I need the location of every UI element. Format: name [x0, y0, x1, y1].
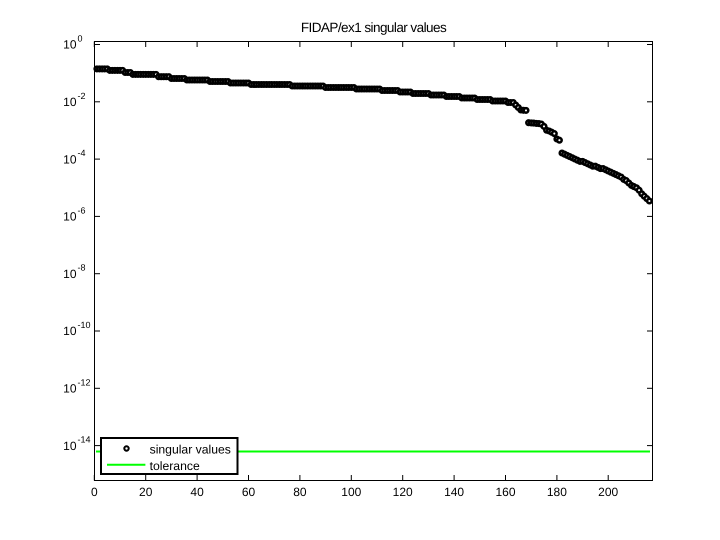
svg-text:10: 10 [63, 38, 77, 52]
svg-text:40: 40 [190, 485, 204, 499]
svg-text:100: 100 [341, 485, 361, 499]
svg-text:-14: -14 [78, 435, 91, 445]
svg-text:FIDAP/ex1 singular values: FIDAP/ex1 singular values [301, 20, 447, 35]
svg-text:0: 0 [78, 34, 83, 44]
svg-text:10: 10 [63, 152, 77, 166]
svg-text:0: 0 [91, 485, 98, 499]
svg-text:-4: -4 [78, 148, 86, 158]
svg-text:80: 80 [293, 485, 307, 499]
svg-text:-10: -10 [78, 320, 91, 330]
svg-text:-12: -12 [78, 377, 91, 387]
svg-text:200: 200 [598, 485, 618, 499]
svg-text:-8: -8 [78, 263, 86, 273]
svg-text:10: 10 [63, 95, 77, 109]
svg-text:20: 20 [139, 485, 153, 499]
svg-text:10: 10 [63, 382, 77, 396]
svg-text:10: 10 [63, 267, 77, 281]
svg-text:10: 10 [63, 439, 77, 453]
svg-text:180: 180 [547, 485, 567, 499]
svg-text:-2: -2 [78, 91, 86, 101]
svg-text:120: 120 [393, 485, 413, 499]
svg-text:140: 140 [444, 485, 464, 499]
svg-text:singular values: singular values [150, 443, 231, 457]
svg-text:tolerance: tolerance [150, 459, 200, 473]
svg-text:60: 60 [242, 485, 256, 499]
svg-text:10: 10 [63, 324, 77, 338]
svg-text:10: 10 [63, 210, 77, 224]
svg-text:160: 160 [495, 485, 515, 499]
svg-text:-6: -6 [78, 205, 86, 215]
